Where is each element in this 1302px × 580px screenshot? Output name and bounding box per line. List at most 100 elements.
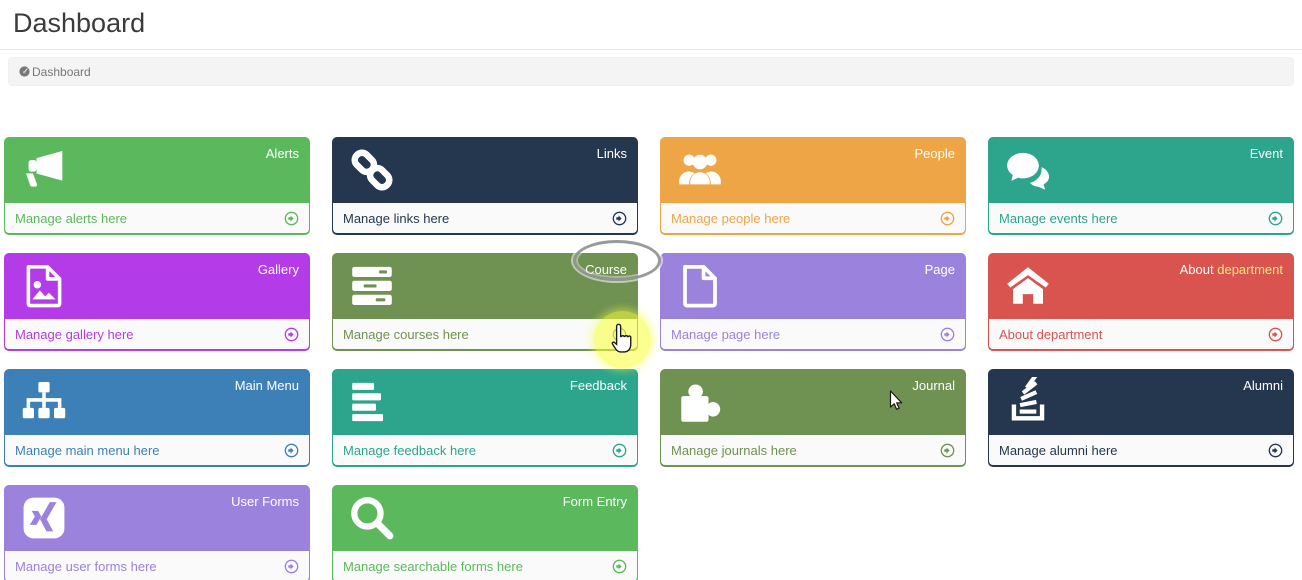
card-course-label: Course: [585, 262, 627, 277]
card-footer[interactable]: Manage feedback here: [333, 435, 637, 465]
card-main-menu[interactable]: Main Menu Manage main menu here: [4, 369, 310, 467]
card-footer[interactable]: Manage journals here: [661, 435, 965, 465]
card-header: People: [661, 138, 965, 203]
card-about-department-label: About department: [1179, 262, 1283, 277]
arrow-circle-right-icon[interactable]: [284, 559, 299, 574]
card-course[interactable]: Course Manage courses here: [332, 253, 638, 351]
page-title: Dashboard: [0, 0, 1302, 50]
card-footer[interactable]: Manage alumni here: [989, 435, 1293, 465]
card-footer[interactable]: Manage searchable forms here: [333, 551, 637, 580]
dashboard-gauge-icon: [18, 65, 31, 78]
arrow-circle-right-icon[interactable]: [612, 559, 627, 574]
card-alerts-footer-link[interactable]: Manage alerts here: [15, 210, 128, 226]
arrow-circle-right-icon[interactable]: [284, 443, 299, 458]
card-about-department-footer-link[interactable]: About department: [999, 326, 1103, 342]
speech-bubbles-icon: [1003, 145, 1053, 195]
card-gallery-footer-link[interactable]: Manage gallery here: [15, 326, 134, 342]
card-event[interactable]: Event Manage events here: [988, 137, 1294, 235]
card-user-forms-footer-link[interactable]: Manage user forms here: [15, 558, 157, 574]
card-people-footer-link[interactable]: Manage people here: [671, 210, 791, 226]
card-feedback-footer-link[interactable]: Manage feedback here: [343, 442, 476, 458]
megaphone-icon: [19, 145, 69, 195]
card-header: Alumni: [989, 370, 1293, 435]
card-header: Page: [661, 254, 965, 319]
puzzle-piece-icon: [675, 377, 725, 427]
card-header: Main Menu: [5, 370, 309, 435]
card-main-menu-label: Main Menu: [234, 378, 299, 393]
card-about-department[interactable]: About department About department: [988, 253, 1294, 351]
arrow-circle-right-icon[interactable]: [612, 211, 627, 226]
card-header: Course: [333, 254, 637, 319]
card-footer[interactable]: Manage events here: [989, 203, 1293, 233]
card-links[interactable]: Links Manage links here: [332, 137, 638, 235]
card-header: Feedback: [333, 370, 637, 435]
arrow-circle-right-icon[interactable]: [1268, 211, 1283, 226]
card-links-footer-link[interactable]: Manage links here: [343, 210, 450, 226]
card-form-entry[interactable]: Form Entry Manage searchable forms here: [332, 485, 638, 580]
card-footer[interactable]: Manage gallery here: [5, 319, 309, 349]
card-gallery-label: Gallery: [257, 262, 299, 277]
card-journal[interactable]: Journal Manage journals here: [660, 369, 966, 467]
card-header: About department: [989, 254, 1293, 319]
sitemap-icon: [19, 377, 69, 427]
card-feedback[interactable]: Feedback Manage feedback here: [332, 369, 638, 467]
card-alerts-label: Alerts: [265, 146, 299, 161]
breadcrumb-dashboard-link[interactable]: Dashboard: [32, 64, 91, 79]
arrow-circle-right-icon[interactable]: [940, 211, 955, 226]
card-alumni[interactable]: Alumni Manage alumni here: [988, 369, 1294, 467]
card-page-label: Page: [924, 262, 955, 277]
card-grid: Alerts Manage alerts here Links Manage l…: [4, 137, 1302, 580]
search-icon: [347, 493, 397, 543]
card-header: Event: [989, 138, 1293, 203]
card-alerts[interactable]: Alerts Manage alerts here: [4, 137, 310, 235]
card-form-entry-footer-link[interactable]: Manage searchable forms here: [343, 558, 523, 574]
card-course-footer-link[interactable]: Manage courses here: [343, 326, 469, 342]
card-footer[interactable]: Manage courses here: [333, 319, 637, 349]
card-alumni-footer-link[interactable]: Manage alumni here: [999, 442, 1118, 458]
chain-link-icon: [347, 145, 397, 195]
card-gallery[interactable]: Gallery Manage gallery here: [4, 253, 310, 351]
align-left-icon: [347, 377, 397, 427]
card-footer[interactable]: Manage links here: [333, 203, 637, 233]
server-icon: [347, 261, 397, 311]
card-header: Journal: [661, 370, 965, 435]
card-page-footer-link[interactable]: Manage page here: [671, 326, 781, 342]
card-feedback-label: Feedback: [569, 378, 627, 393]
card-main-menu-footer-link[interactable]: Manage main menu here: [15, 442, 160, 458]
arrow-circle-right-icon[interactable]: [612, 443, 627, 458]
card-event-footer-link[interactable]: Manage events here: [999, 210, 1118, 226]
card-header: User Forms: [5, 486, 309, 551]
card-footer[interactable]: Manage alerts here: [5, 203, 309, 233]
card-event-label: Event: [1249, 146, 1283, 161]
card-footer[interactable]: Manage people here: [661, 203, 965, 233]
stack-overflow-icon: [1003, 377, 1053, 427]
card-footer[interactable]: Manage page here: [661, 319, 965, 349]
xing-icon: [19, 493, 69, 543]
card-journal-footer-link[interactable]: Manage journals here: [671, 442, 797, 458]
arrow-circle-right-icon[interactable]: [284, 211, 299, 226]
arrow-circle-right-icon[interactable]: [940, 327, 955, 342]
arrow-circle-right-icon[interactable]: [284, 327, 299, 342]
card-user-forms[interactable]: User Forms Manage user forms here: [4, 485, 310, 580]
card-header: Alerts: [5, 138, 309, 203]
card-alumni-label: Alumni: [1243, 378, 1283, 393]
arrow-circle-right-icon[interactable]: [1268, 443, 1283, 458]
card-user-forms-label: User Forms: [231, 494, 299, 509]
card-people[interactable]: People Manage people here: [660, 137, 966, 235]
card-page[interactable]: Page Manage page here: [660, 253, 966, 351]
arrow-circle-right-icon[interactable]: [940, 443, 955, 458]
card-journal-label: Journal: [912, 378, 955, 393]
arrow-circle-right-icon[interactable]: [612, 327, 627, 342]
card-links-label: Links: [596, 146, 627, 161]
card-footer[interactable]: About department: [989, 319, 1293, 349]
breadcrumb: Dashboard: [8, 57, 1294, 86]
group-icon: [675, 145, 725, 195]
home-icon: [1003, 261, 1053, 311]
card-footer[interactable]: Manage user forms here: [5, 551, 309, 580]
card-header: Links: [333, 138, 637, 203]
card-footer[interactable]: Manage main menu here: [5, 435, 309, 465]
card-people-label: People: [914, 146, 955, 161]
arrow-circle-right-icon[interactable]: [1268, 327, 1283, 342]
card-form-entry-label: Form Entry: [562, 494, 627, 509]
